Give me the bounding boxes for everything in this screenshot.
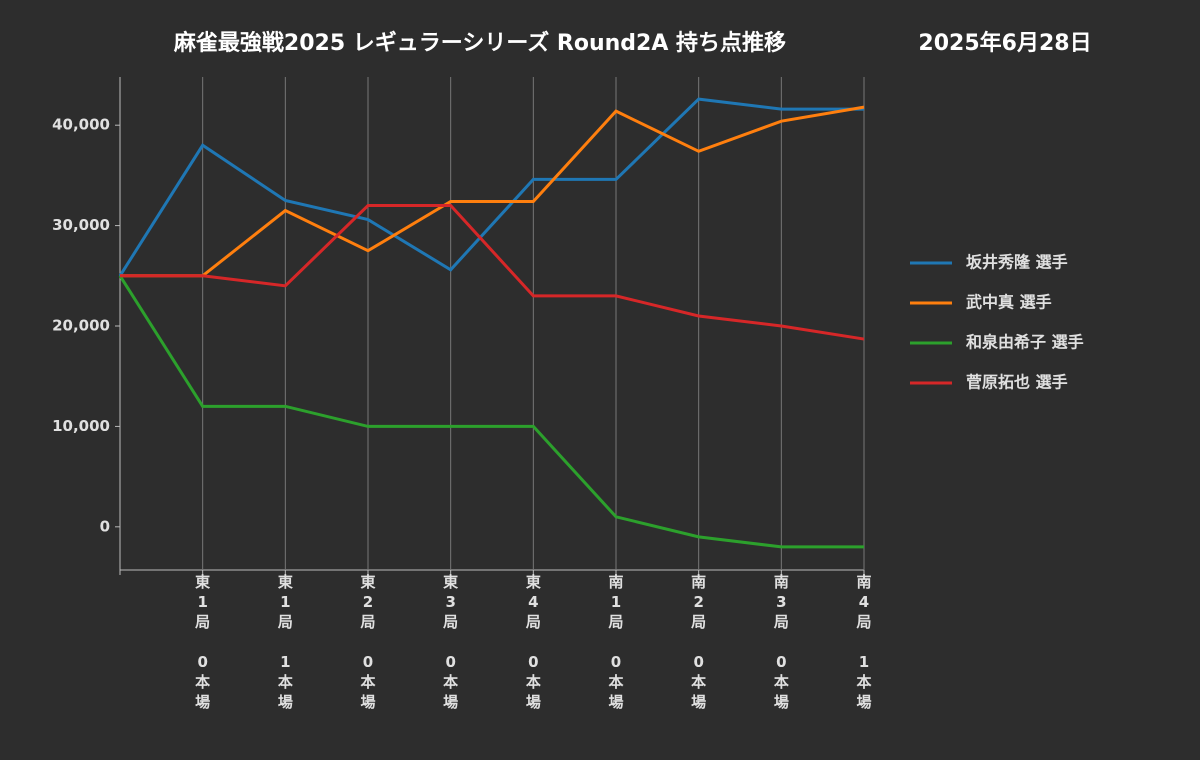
series-line [118, 97, 864, 277]
y-tick-label: 30,000 [52, 216, 110, 234]
legend-label: 菅原拓也 選手 [966, 373, 1068, 392]
series-line [120, 105, 865, 278]
y-tick-label: 10,000 [52, 417, 110, 435]
y-tick-label: 40,000 [52, 116, 110, 134]
chart-date: 2025年6月28日 [918, 30, 1091, 56]
legend-label: 坂井秀隆 選手 [966, 253, 1068, 272]
y-tick-label: 0 [100, 517, 110, 535]
series-line [120, 204, 865, 341]
legend-label: 和泉由希子 選手 [966, 333, 1084, 352]
chart-title: 麻雀最強戦2025 レギュラーシリーズ Round2A 持ち点推移 [173, 30, 786, 56]
legend-label: 武中真 選手 [966, 293, 1052, 312]
y-tick-label: 20,000 [52, 317, 110, 335]
series-line [118, 275, 864, 549]
